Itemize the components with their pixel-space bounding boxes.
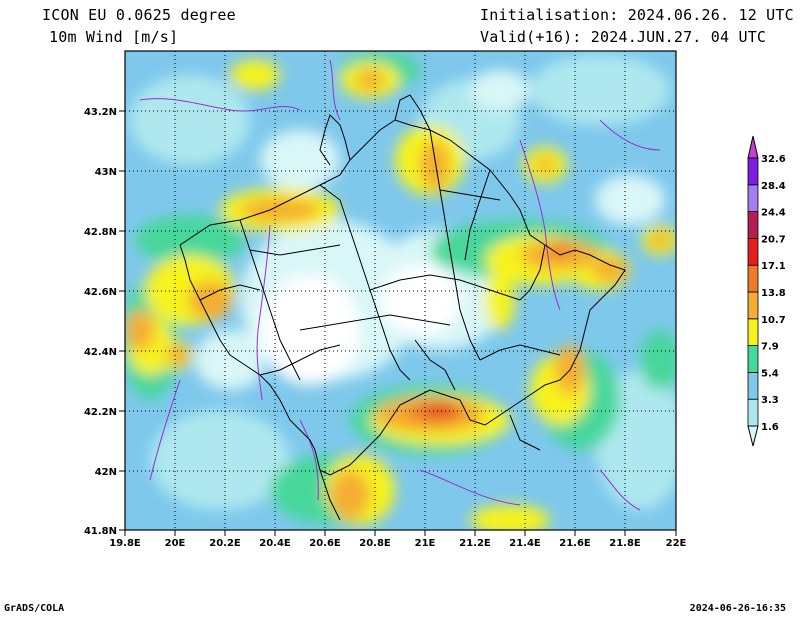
axis-ticks xyxy=(119,110,677,536)
lat-tick-label: 42.8N xyxy=(84,227,117,238)
lat-tick-label: 43N xyxy=(95,167,117,178)
rivers xyxy=(139,59,661,511)
lon-tick-label: 20.6E xyxy=(309,538,341,549)
colorbar-top-arrow xyxy=(747,135,759,159)
lon-tick-label: 20.8E xyxy=(359,538,391,549)
colorbar-label: 13.8 xyxy=(761,288,786,299)
lat-tick-label: 42.6N xyxy=(84,287,117,298)
colorbar-swatch xyxy=(747,184,759,213)
colorbar-label: 3.3 xyxy=(761,395,779,406)
lon-tick-label: 21.2E xyxy=(459,538,491,549)
colorbar-label: 5.4 xyxy=(761,368,779,379)
lon-tick-label: 20.4E xyxy=(259,538,291,549)
lon-tick-label: 21.6E xyxy=(559,538,591,549)
colorbar-swatch xyxy=(747,398,759,427)
footer-credit: GrADS/COLA xyxy=(4,603,65,614)
lat-tick-label: 42.2N xyxy=(84,407,117,418)
colorbar-swatch xyxy=(747,318,759,346)
colorbar-bottom-arrow xyxy=(747,425,759,447)
valid-time: Valid(+16): 2024.JUN.27. 04 UTC xyxy=(480,28,767,46)
lat-tick-label: 41.8N xyxy=(84,526,117,537)
lon-tick-label: 19.8E xyxy=(109,538,141,549)
colorbar-label: 24.4 xyxy=(761,208,786,219)
admin-borders xyxy=(179,94,626,521)
lon-tick-label: 20E xyxy=(165,538,186,549)
colorbar-label: 7.9 xyxy=(761,342,779,353)
lat-tick-label: 43.2N xyxy=(84,107,117,118)
lon-tick-label: 20.2E xyxy=(209,538,241,549)
model-title: ICON EU 0.0625 degree xyxy=(42,6,236,24)
colorbar: 1.6 3.3 5.4 7.9 10.7 13.8 17.1 20.7 24.4 28.4 32.6 xyxy=(747,135,786,447)
colorbar-label: 10.7 xyxy=(761,315,786,326)
colorbar-label: 20.7 xyxy=(761,234,786,245)
colorbar-label: 28.4 xyxy=(761,181,786,192)
colorbar-swatch xyxy=(747,371,759,400)
footer-timestamp: 2024-06-26-16:35 xyxy=(689,603,786,614)
colorbar-swatch xyxy=(747,157,759,186)
colorbar-label: 32.6 xyxy=(761,154,786,165)
lon-tick-label: 22E xyxy=(666,538,687,549)
lat-tick-label: 42N xyxy=(95,467,117,478)
lon-tick-label: 21.8E xyxy=(609,538,641,549)
colorbar-swatch xyxy=(747,211,759,239)
colorbar-label: 1.6 xyxy=(761,422,779,433)
initialisation-time: Initialisation: 2024.06.26. 12 UTC xyxy=(480,6,794,24)
lat-tick-label: 42.4N xyxy=(84,347,117,358)
lon-tick-label: 21.4E xyxy=(509,538,541,549)
colorbar-swatch xyxy=(747,264,759,293)
colorbar-swatch xyxy=(747,237,759,266)
lon-tick-label: 21E xyxy=(415,538,436,549)
colorbar-label: 17.1 xyxy=(761,261,786,272)
variable-title: 10m Wind [m/s] xyxy=(49,28,179,46)
colorbar-swatch xyxy=(747,345,759,373)
colorbar-swatch xyxy=(747,291,759,320)
